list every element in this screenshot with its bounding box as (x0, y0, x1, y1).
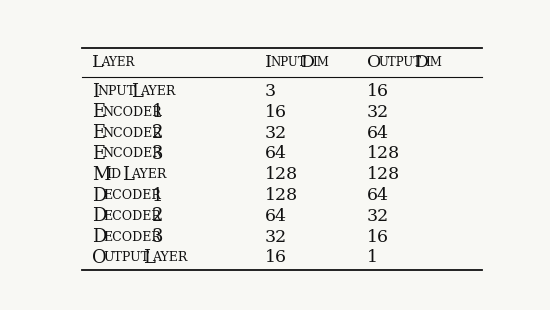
Text: D: D (301, 54, 315, 71)
Text: L: L (92, 54, 104, 71)
Text: E: E (92, 124, 105, 142)
Text: 128: 128 (265, 166, 298, 183)
Text: M: M (92, 166, 111, 184)
Text: E: E (92, 103, 105, 121)
Text: AYER: AYER (101, 56, 135, 69)
Text: 64: 64 (367, 125, 389, 142)
Text: 3: 3 (152, 228, 163, 246)
Text: O: O (367, 54, 382, 71)
Text: 16: 16 (367, 228, 389, 246)
Text: AYER: AYER (152, 251, 187, 264)
Text: L: L (142, 249, 155, 267)
Text: 16: 16 (265, 249, 287, 266)
Text: 32: 32 (367, 208, 389, 225)
Text: UTPUT: UTPUT (378, 56, 421, 69)
Text: IM: IM (426, 56, 443, 69)
Text: 1: 1 (152, 187, 163, 205)
Text: 128: 128 (265, 187, 298, 204)
Text: NCODER: NCODER (102, 148, 162, 160)
Text: 1: 1 (367, 249, 378, 266)
Text: 16: 16 (265, 104, 287, 121)
Text: 32: 32 (265, 125, 287, 142)
Text: ECODER: ECODER (103, 231, 161, 244)
Text: 1: 1 (152, 103, 163, 121)
Text: D: D (92, 228, 107, 246)
Text: 3: 3 (265, 83, 276, 100)
Text: L: L (122, 166, 134, 184)
Text: NCODER: NCODER (102, 106, 162, 119)
Text: NPUT: NPUT (270, 56, 306, 69)
Text: ID: ID (107, 168, 122, 181)
Text: 16: 16 (367, 83, 389, 100)
Text: E: E (92, 145, 105, 163)
Text: 2: 2 (152, 124, 163, 142)
Text: I: I (265, 54, 272, 71)
Text: 64: 64 (265, 208, 287, 225)
Text: 128: 128 (367, 145, 400, 162)
Text: AYER: AYER (140, 85, 175, 98)
Text: 3: 3 (152, 145, 163, 163)
Text: 64: 64 (367, 187, 389, 204)
Text: UTPUT: UTPUT (103, 251, 150, 264)
Text: IM: IM (312, 56, 329, 69)
Text: 128: 128 (367, 166, 400, 183)
Text: L: L (130, 82, 142, 100)
Text: NCODER: NCODER (102, 126, 162, 140)
Text: AYER: AYER (131, 168, 166, 181)
Text: D: D (92, 207, 107, 225)
Text: 32: 32 (367, 104, 389, 121)
Text: 2: 2 (152, 207, 163, 225)
Text: 64: 64 (265, 145, 287, 162)
Text: ECODER: ECODER (103, 189, 161, 202)
Text: 32: 32 (265, 228, 287, 246)
Text: ECODER: ECODER (103, 210, 161, 223)
Text: I: I (92, 82, 99, 100)
Text: D: D (415, 54, 429, 71)
Text: O: O (92, 249, 107, 267)
Text: D: D (92, 187, 107, 205)
Text: NPUT: NPUT (97, 85, 136, 98)
